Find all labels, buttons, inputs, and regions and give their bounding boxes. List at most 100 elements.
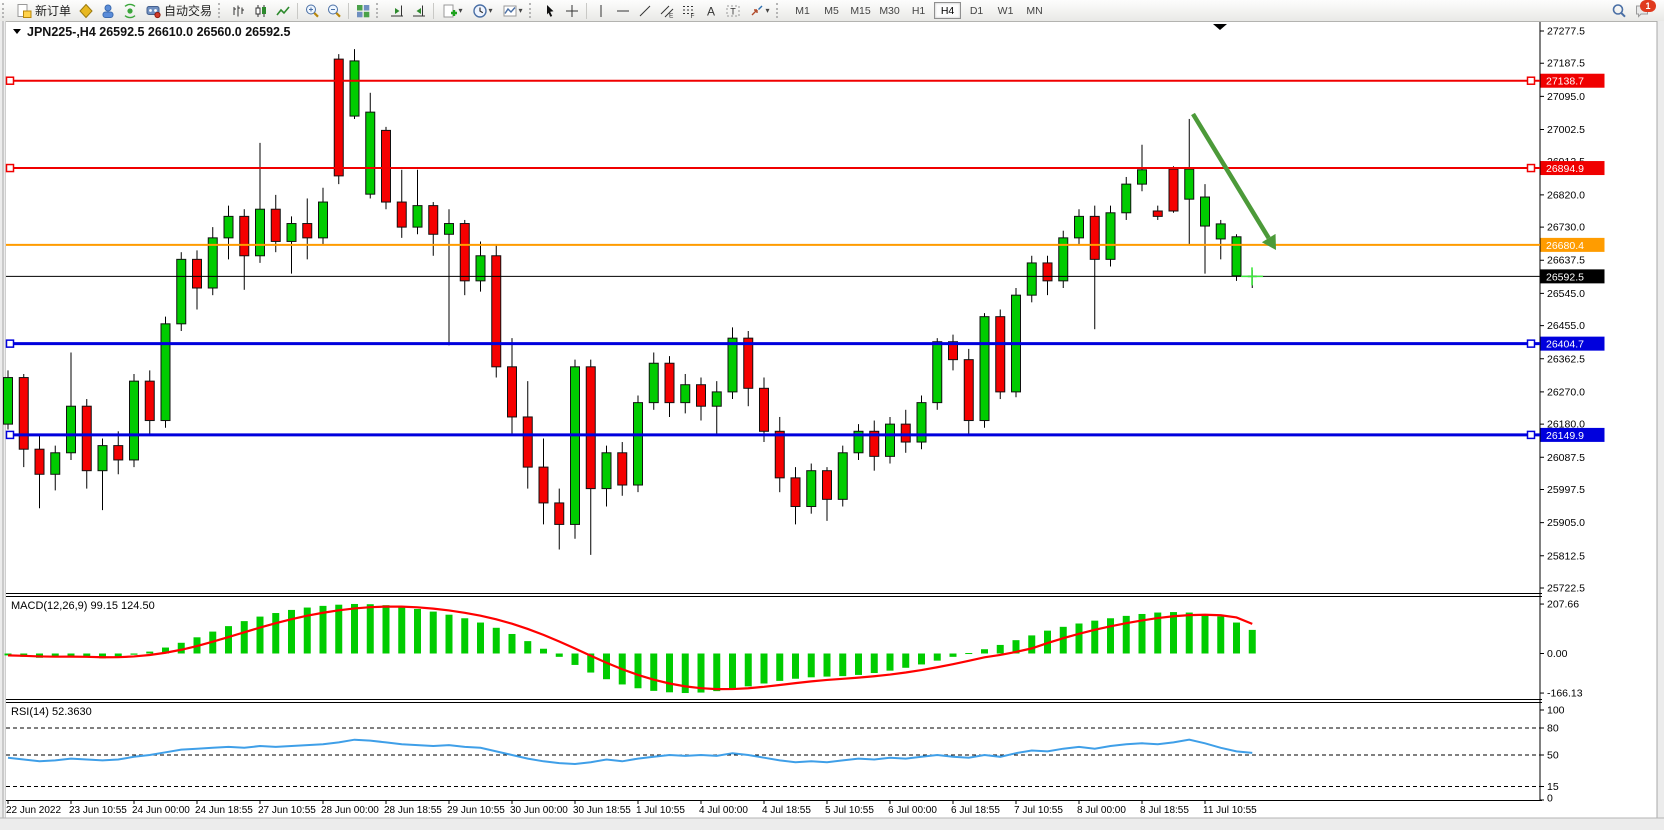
chart-scroll-marker[interactable] [1213,24,1227,30]
level-line-handle[interactable] [1526,76,1536,85]
macd-histogram-bar [477,622,484,654]
macd-histogram-bar [508,633,516,654]
macd-histogram-bar [965,653,973,655]
channel-tool-button[interactable]: E [656,1,678,20]
horizontal-level-line-26404.7[interactable] [5,339,1540,348]
timeframe-button-d1[interactable]: D1 [963,2,990,19]
time-tick-label: 30 Jun 00:00 [510,805,568,816]
macd-histogram-bar [114,653,122,658]
level-line-handle[interactable] [5,76,15,85]
tile-windows-button[interactable] [352,1,374,20]
candle-up [633,402,643,486]
price-tick-label: 26362.5 [1547,353,1585,365]
rsi-tick-label: 15 [1547,781,1559,793]
timeframe-button-m1[interactable]: M1 [789,2,816,19]
macd-histogram-bar [1217,616,1225,654]
horizontal-level-line-27138.7[interactable] [5,76,1540,85]
macd-histogram-bar [225,626,232,654]
market-watch-button[interactable] [75,1,97,20]
search-button[interactable] [1608,1,1630,20]
bar-chart-mode-button[interactable] [228,1,250,20]
macd-histogram-bar [1170,612,1177,654]
svg-text:E: E [669,12,674,19]
candle-up [349,60,360,117]
fibonacci-tool-button[interactable]: F [678,1,700,20]
arrows-tool-button[interactable]: ▾ [744,1,774,20]
time-tick-label: 28 Jun 18:55 [384,805,442,816]
macd-histogram-bar [429,611,437,654]
time-tick-label: 6 Jul 18:55 [951,805,1000,816]
level-line-handle[interactable] [5,163,15,173]
vertical-line-tool-button[interactable] [590,1,612,20]
macd-histogram-bar [744,653,752,687]
price-tick-label: 25905.0 [1547,517,1585,529]
candle-down [790,477,801,508]
zoom-in-button[interactable] [301,1,323,20]
macd-histogram-bar [1091,620,1099,654]
timeframe-button-mn[interactable]: MN [1021,2,1048,19]
macd-histogram-bar [555,653,563,657]
timeframe-button-h4[interactable]: H4 [934,2,962,19]
text-label-tool-button[interactable]: T [722,1,744,20]
toolbar-drag-handle[interactable] [529,3,537,18]
macd-tick-label: 0.00 [1547,648,1568,660]
macd-histogram-bar [398,606,406,654]
periods-button[interactable]: ▾ [467,1,497,20]
zoom-out-button[interactable] [323,1,345,20]
chart-shift-button[interactable] [408,1,430,20]
candle-down [696,384,706,407]
toolbar-drag-handle[interactable] [776,3,784,18]
cursor-tool-button[interactable] [539,1,561,20]
level-line-handle[interactable] [1526,339,1536,348]
svg-text:26149.9: 26149.9 [1546,430,1584,442]
level-line-handle[interactable] [5,339,15,348]
candle-down [869,430,880,457]
text-tool-button[interactable]: A [700,1,722,20]
line-chart-mode-button[interactable] [272,1,294,20]
toolbar-drag-handle[interactable] [2,3,10,18]
level-line-handle[interactable] [1526,430,1536,440]
toolbar-drag-handle[interactable] [218,3,226,18]
horizontal-level-line-26894.9[interactable] [5,163,1540,173]
candlestick-mode-button[interactable] [250,1,272,20]
horizontal-level-line-26149.9[interactable] [5,430,1540,440]
crosshair-tool-button[interactable] [561,1,583,20]
symbol-dropdown-icon[interactable] [13,29,21,34]
profiles-button[interactable] [97,1,119,20]
toolbar-drag-handle[interactable] [376,3,384,18]
candle-down [538,466,549,504]
trendline-icon [639,5,651,16]
new-order-button[interactable]: 新订单 [12,1,75,20]
signal-button[interactable] [119,1,141,20]
level-line-handle[interactable] [1526,163,1536,173]
timeframe-button-m5[interactable]: M5 [818,2,845,19]
candle-up [601,452,612,490]
add-indicator-button[interactable]: ▾ [437,1,467,20]
candle-up [475,255,486,282]
trend-arrow-annotation[interactable] [1191,112,1276,250]
candle-up [1026,262,1037,296]
candlestick-icon [255,4,267,17]
timeframe-button-h1[interactable]: H1 [905,2,932,19]
timeframe-button-m15[interactable]: M15 [847,2,874,19]
candle-down [239,215,250,257]
autotrading-label: 自动交易 [164,4,213,18]
notifications-button[interactable]: 1 [1630,0,1656,20]
templates-button[interactable]: ▾ [497,1,527,20]
candle-down [522,416,533,468]
timeframe-button-w1[interactable]: W1 [992,2,1019,19]
chart-canvas[interactable]: 27277.527187.527095.027002.526912.526820… [0,21,1664,830]
time-tick-label: 1 Jul 10:55 [636,805,685,816]
rsi-tick-label: 0 [1547,793,1553,805]
level-line-handle[interactable] [5,430,15,440]
macd-histogram-bar [1059,626,1067,654]
autotrading-button[interactable]: 自动交易 [141,1,216,20]
macd-histogram-bar [382,605,390,654]
timeframe-button-m30[interactable]: M30 [876,2,903,19]
candle-up [255,208,265,257]
macd-histogram-bar [240,621,248,654]
trendline-tool-button[interactable] [634,1,656,20]
autotrading-icon [146,5,161,18]
horizontal-line-tool-button[interactable] [612,1,634,20]
auto-scroll-button[interactable] [386,1,408,20]
